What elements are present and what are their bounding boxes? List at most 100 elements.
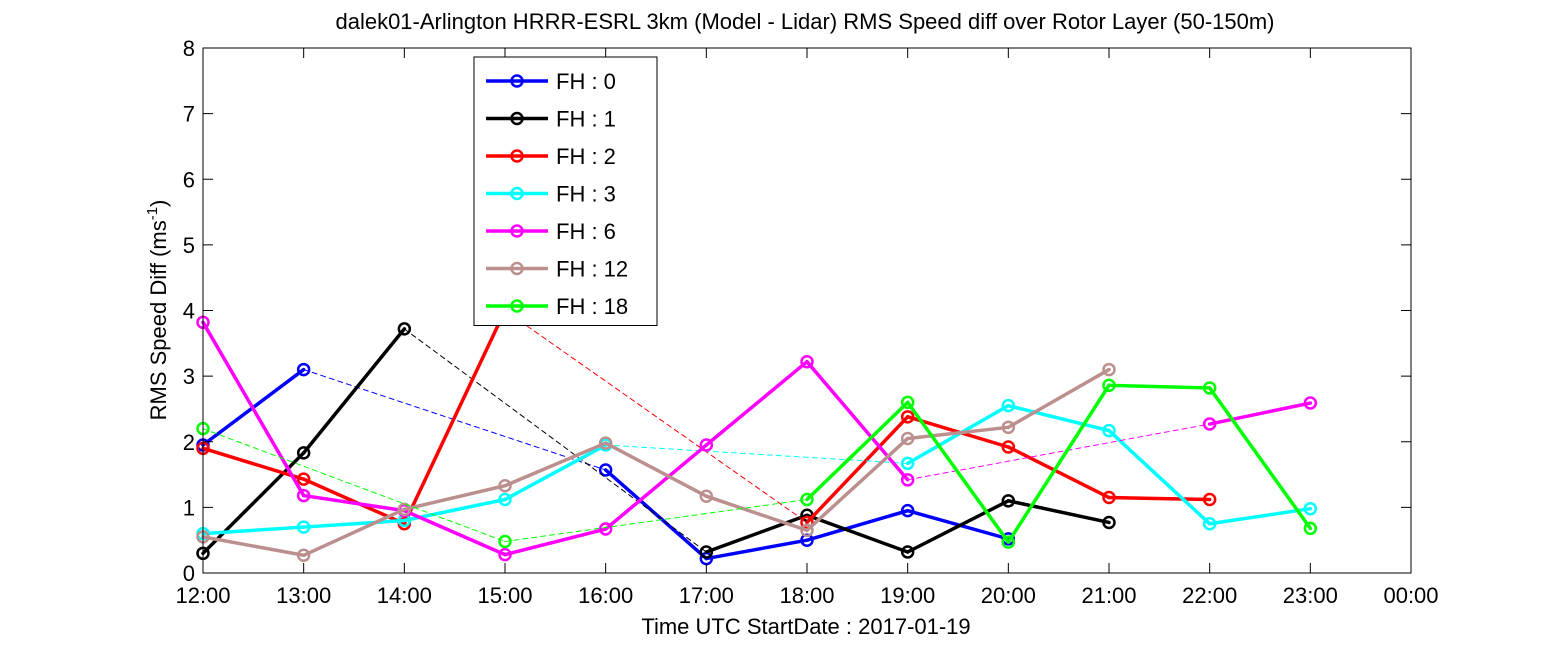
series-fh-1 xyxy=(196,322,1116,561)
data-point xyxy=(699,545,714,559)
data-point xyxy=(598,522,613,536)
series-line-segment xyxy=(503,527,608,557)
y-tick-label: 2 xyxy=(183,430,195,455)
data-point xyxy=(800,492,814,507)
legend-swatch-marker xyxy=(510,261,524,276)
legend-entry: FH : 18 xyxy=(486,294,628,319)
data-point xyxy=(598,436,613,450)
data-point xyxy=(900,473,915,487)
data-point xyxy=(800,354,814,369)
series-gap-segment xyxy=(504,499,808,542)
data-point xyxy=(1102,423,1116,438)
series-gap-segment xyxy=(202,428,506,542)
series-line-segment xyxy=(1107,383,1212,390)
series-line-segment xyxy=(402,308,507,526)
x-tick-label: 12:00 xyxy=(175,583,230,608)
series-line-segment xyxy=(704,359,809,447)
series-line-segment xyxy=(1207,506,1313,526)
y-axis-label-superscript: -1 xyxy=(144,207,161,220)
y-axis-label: RMS Speed Diff (ms-1) xyxy=(144,200,171,421)
data-point xyxy=(1001,398,1016,413)
series-line-segment xyxy=(1006,383,1111,544)
legend-swatch-marker xyxy=(510,111,524,126)
series-line-segment xyxy=(301,518,407,529)
series-line-segment xyxy=(603,468,709,561)
series-line-segment xyxy=(301,327,407,455)
x-tick-label: 13:00 xyxy=(276,583,331,608)
data-point xyxy=(296,362,311,377)
series-fh-12 xyxy=(196,362,1116,563)
legend-label: FH : 0 xyxy=(556,69,616,94)
series-line-segment xyxy=(805,415,910,525)
series-line-segment xyxy=(301,507,407,558)
y-tick-label: 3 xyxy=(183,364,195,389)
x-tick-label: 16:00 xyxy=(578,583,633,608)
data-point xyxy=(900,410,915,424)
series-line-segment xyxy=(201,525,306,536)
legend-swatch-marker xyxy=(510,224,524,238)
legend-swatch-marker xyxy=(510,299,524,313)
legend-entry: FH : 2 xyxy=(486,144,616,169)
series-line-segment xyxy=(704,538,809,561)
series-line-segment xyxy=(201,446,306,481)
legend-entry: FH : 1 xyxy=(486,107,616,132)
series-line-segment xyxy=(503,441,608,488)
series-line-segment xyxy=(805,359,910,482)
y-tick-label: 7 xyxy=(183,102,195,127)
legend-swatch-marker xyxy=(510,149,524,163)
data-point xyxy=(1001,535,1016,549)
data-point xyxy=(1102,490,1116,505)
data-point xyxy=(800,515,814,530)
series-line-segment xyxy=(603,443,709,531)
legend: FH : 0 FH : 1 FH : 2 FH : 3 FH : 6 FH : 12 FH … xyxy=(473,56,658,326)
series-line-segment xyxy=(905,400,1011,544)
legend-box xyxy=(473,56,658,326)
y-tick-label: 8 xyxy=(183,36,195,61)
legend-entry: FH : 6 xyxy=(486,219,616,244)
data-point xyxy=(397,322,412,336)
series-gap-segment xyxy=(605,444,909,464)
data-point xyxy=(1102,362,1116,377)
series-line-segment xyxy=(805,508,910,542)
series-line-segment xyxy=(503,443,608,502)
legend-label: FH : 18 xyxy=(556,294,628,319)
x-tick-label: 14:00 xyxy=(377,583,432,608)
data-point xyxy=(1102,378,1116,393)
data-point xyxy=(1001,420,1016,435)
y-tick-label: 6 xyxy=(183,167,195,192)
data-point xyxy=(1202,417,1217,431)
series-line-segment xyxy=(1207,401,1313,426)
data-point xyxy=(1102,515,1116,530)
legend-label: FH : 12 xyxy=(556,257,628,282)
series-fh-18 xyxy=(196,378,1318,549)
data-point xyxy=(900,395,915,410)
legend-label: FH : 1 xyxy=(556,107,616,132)
series-line-segment xyxy=(905,425,1011,441)
legend-label: FH : 2 xyxy=(556,144,616,169)
data-point xyxy=(1303,521,1318,536)
data-point xyxy=(900,456,915,471)
x-tick-label: 18:00 xyxy=(779,583,834,608)
series-line-segment xyxy=(704,494,809,533)
series-line-segment xyxy=(201,535,306,558)
x-tick-label: 19:00 xyxy=(880,583,935,608)
series-line-segment xyxy=(805,513,910,554)
series-fh-6 xyxy=(196,315,1318,562)
data-point xyxy=(296,446,311,460)
data-point xyxy=(598,463,613,477)
y-axis-label-end: ) xyxy=(146,200,171,207)
y-tick-label: 4 xyxy=(183,299,195,324)
legend-entry: FH : 3 xyxy=(486,182,616,207)
legend-entry: FH : 0 xyxy=(486,69,616,94)
data-point xyxy=(296,472,311,486)
y-axis-label-main: RMS Speed Diff (ms xyxy=(146,220,171,420)
legend-entry: FH : 12 xyxy=(486,257,628,282)
legend-swatch-marker xyxy=(510,186,524,201)
series-line-segment xyxy=(1006,445,1111,500)
legend-label: FH : 6 xyxy=(556,219,616,244)
x-tick-label: 21:00 xyxy=(1081,583,1136,608)
data-point xyxy=(1303,396,1318,410)
